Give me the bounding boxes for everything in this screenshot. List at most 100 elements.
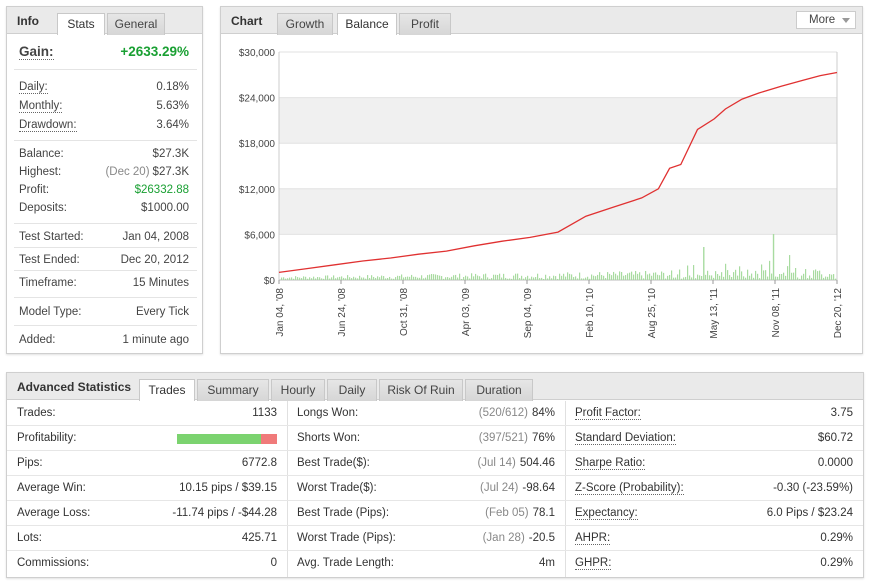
volume-bar: [481, 278, 483, 280]
avg-trade-length-label: Avg. Trade Length:: [297, 557, 394, 569]
ahpr-label: AHPR:: [575, 532, 611, 545]
tab-growth[interactable]: Growth: [277, 13, 333, 35]
volume-bar: [365, 278, 367, 280]
volume-bar: [377, 276, 379, 280]
profit-factor-value: 3.75: [830, 407, 853, 419]
average-win-label: Average Win:: [17, 482, 86, 494]
standard-deviation-value: $60.72: [817, 432, 853, 444]
volume-bar: [355, 277, 357, 280]
tab-hourly[interactable]: Hourly: [271, 379, 325, 401]
volume-bar: [771, 273, 773, 280]
info-tabbar: Info Stats General: [7, 7, 202, 35]
highest-row: Highest: (Dec 20) $27.3K: [19, 166, 189, 178]
volume-bar: [451, 276, 453, 280]
test-ended-value: Dec 20, 2012: [120, 254, 189, 266]
volume-bar: [705, 274, 707, 280]
volume-bar: [629, 272, 631, 280]
volume-bar: [317, 277, 319, 280]
volume-bar: [819, 270, 821, 280]
tab-balance[interactable]: Balance: [337, 13, 397, 35]
tab-stats[interactable]: Stats: [57, 13, 105, 35]
volume-bar: [579, 272, 581, 280]
volume-bar: [403, 277, 405, 280]
volume-bar: [475, 273, 477, 280]
tab-daily[interactable]: Daily: [327, 379, 377, 401]
tab-general[interactable]: General: [107, 13, 165, 35]
chart-panel: Chart Growth Balance Profit More $30,000…: [220, 6, 863, 354]
added-value: 1 minute ago: [122, 334, 190, 346]
volume-bar: [359, 275, 361, 280]
ratios-column: Profit Factor: 3.75 Standard Deviation: $6…: [565, 401, 863, 576]
tab-trades[interactable]: Trades: [139, 379, 195, 401]
lots-label: Lots:: [17, 532, 42, 544]
volume-bar: [781, 274, 783, 280]
commissions-row: Commissions: 0: [7, 551, 287, 576]
x-tick-label: Apr 03, '09: [461, 288, 472, 336]
volume-bar: [353, 276, 355, 280]
y-tick-label: $12,000: [239, 185, 276, 196]
longs-won-value: 84%: [531, 407, 555, 419]
volume-bar: [821, 274, 823, 280]
volume-bar: [693, 265, 695, 280]
volume-bar: [657, 274, 659, 280]
more-dropdown[interactable]: More: [796, 11, 856, 29]
volume-bar: [479, 276, 481, 280]
balance-row: Balance: $27.3K: [19, 148, 189, 160]
volume-bar: [593, 275, 595, 280]
volume-bar: [635, 270, 637, 280]
volume-bar: [607, 272, 609, 280]
grid-band: [279, 188, 837, 235]
standard-deviation-label: Standard Deviation:: [575, 432, 677, 445]
volume-bar: [337, 277, 339, 280]
avg-trade-length-value: 4m: [539, 557, 555, 569]
longs-shorts-column: Longs Won: (520/612) 84% Shorts Won: (397/5…: [287, 401, 565, 576]
volume-bar: [541, 277, 543, 280]
volume-bar: [517, 273, 519, 280]
volume-bar: [689, 275, 691, 280]
volume-bar: [571, 274, 573, 280]
tab-duration[interactable]: Duration: [465, 379, 533, 401]
x-tick-label: Nov 08, '11: [771, 288, 782, 338]
volume-bar: [311, 278, 313, 280]
model-type-row: Model Type: Every Tick: [19, 306, 189, 318]
volume-bar: [645, 270, 647, 280]
shorts-won-count: (397/521): [478, 432, 528, 444]
tab-risk-of-ruin[interactable]: Risk Of Ruin: [379, 379, 463, 401]
volume-bar: [621, 271, 623, 280]
volume-bar: [291, 277, 293, 280]
sharpe-ratio-label: Sharpe Ratio:: [575, 457, 646, 470]
volume-bar: [513, 275, 515, 280]
divider: [14, 247, 197, 248]
worst-trade-pips-date: (Jan 28): [482, 532, 525, 544]
more-label: More: [809, 14, 836, 26]
worst-trade-pips-row: Worst Trade (Pips): (Jan 28) -20.5: [287, 526, 565, 551]
volume-bar: [765, 270, 767, 280]
expectancy-row: Expectancy: 6.0 Pips / $23.24: [565, 501, 863, 526]
volume-bar: [567, 272, 569, 280]
tab-summary[interactable]: Summary: [197, 379, 269, 401]
volume-bar: [555, 276, 557, 280]
volume-bar: [535, 277, 537, 280]
volume-bar: [367, 275, 369, 280]
volume-bar: [697, 274, 699, 280]
drawdown-row: Drawdown: 3.64%: [19, 119, 189, 132]
volume-bar: [285, 278, 287, 280]
volume-bar: [289, 277, 291, 280]
volume-bar: [599, 272, 601, 280]
y-tick-label: $0: [264, 276, 276, 287]
balance-value: $27.3K: [152, 148, 189, 160]
volume-bar: [753, 277, 755, 280]
volume-bar: [391, 278, 393, 280]
volume-bar: [315, 278, 317, 280]
volume-bar: [651, 275, 653, 280]
gain-row: Gain: +2633.29%: [19, 44, 189, 60]
deposits-row: Deposits: $1000.00: [19, 202, 189, 214]
volume-bar: [601, 274, 603, 280]
volume-bar: [341, 276, 343, 280]
volume-bar: [741, 271, 743, 280]
volume-bar: [373, 276, 375, 280]
volume-bar: [319, 277, 321, 280]
tab-profit[interactable]: Profit: [399, 13, 451, 35]
profit-value: $26332.88: [134, 184, 189, 196]
volume-bar: [499, 273, 501, 280]
